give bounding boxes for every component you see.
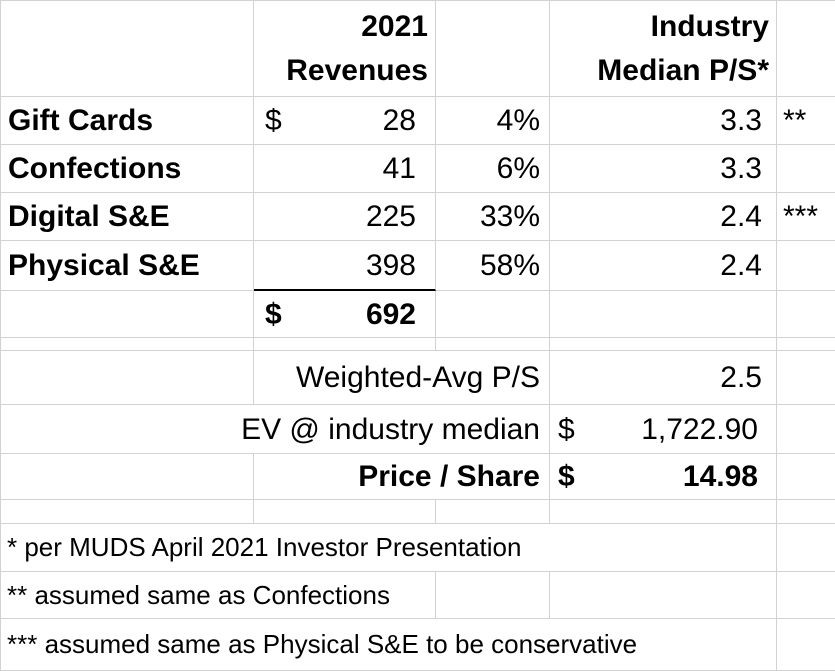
cell-confections-revenue[interactable]: 41 [254,145,436,193]
cell-fn1-note-blank[interactable] [777,524,835,572]
cell-spacer[interactable] [254,500,436,524]
cell-spacer[interactable] [1,338,254,351]
cell-fn2-c-blank[interactable] [436,572,550,619]
cell-physical-se-note[interactable] [777,241,835,291]
cell-physical-se-label[interactable]: Physical S&E [1,241,254,291]
cell-confections-mix[interactable]: 6% [436,145,550,193]
cell-spacer[interactable] [436,338,550,351]
footnote-muds-presentation[interactable]: * per MUDS April 2021 Investor Presentat… [1,524,777,572]
cell-spacer[interactable] [436,500,550,524]
revenue-value: 398 [365,248,416,282]
header-industry-median-ps-line1: Industry [650,9,769,43]
cell-spacer[interactable] [777,338,835,351]
cell-spacer[interactable] [777,500,835,524]
price-value: 14.98 [682,460,758,493]
cell-spacer[interactable] [550,500,777,524]
header-industry-median-ps[interactable]: Industry Median P/S* [550,1,777,97]
cell-fn2-d-blank[interactable] [550,572,777,619]
cell-price-share-value[interactable]: $ 14.98 [550,454,777,500]
cell-spacer[interactable] [1,500,254,524]
cell-fn2-note-blank[interactable] [777,572,835,619]
cell-fn3-note-blank[interactable] [777,619,835,671]
cell-physical-se-revenue[interactable]: 398 [254,241,436,291]
currency-symbol: $ [558,460,575,493]
cell-confections-label[interactable]: Confections [1,145,254,193]
footnote-same-as-physical-se[interactable]: *** assumed same as Physical S&E to be c… [1,619,777,671]
header-industry-median-ps-line2: Median P/S* [597,53,769,87]
cell-digital-se-label[interactable]: Digital S&E [1,193,254,241]
cell-gift-cards-note[interactable]: ** [777,97,835,145]
cell-spacer[interactable] [254,338,436,351]
cell-ev-value[interactable]: $ 1,722.90 [550,405,777,454]
cell-ev-note-blank[interactable] [777,405,835,454]
cell-weighted-blank-a[interactable] [1,351,254,405]
cell-ev-label[interactable]: EV @ industry median [1,405,550,454]
cell-header-note-blank[interactable] [777,1,835,97]
cell-gift-cards-ps[interactable]: 3.3 [550,97,777,145]
cell-digital-se-revenue[interactable]: 225 [254,193,436,241]
cell-total-revenue[interactable]: $ 692 [254,291,436,338]
currency-symbol: $ [265,297,282,331]
ev-value: 1,722.90 [641,412,758,446]
cell-total-note-blank[interactable] [777,291,835,338]
cell-spacer[interactable] [550,338,777,351]
cell-header-mix-blank[interactable] [436,1,550,97]
cell-gift-cards-revenue[interactable]: $ 28 [254,97,436,145]
cell-price-note-blank[interactable] [777,454,835,500]
cell-total-mix-blank[interactable] [436,291,550,338]
cell-total-ps-blank[interactable] [550,291,777,338]
cell-price-blank-a[interactable] [1,454,254,500]
header-2021-revenues[interactable]: 2021 Revenues [254,1,436,97]
cell-total-label-blank[interactable] [1,291,254,338]
footnote-same-as-confections[interactable]: ** assumed same as Confections [1,572,436,619]
cell-weighted-avg-ps-value[interactable]: 2.5 [550,351,777,405]
cell-physical-se-mix[interactable]: 58% [436,241,550,291]
header-2021-revenues-line1: 2021 [361,9,428,43]
cell-weighted-note-blank[interactable] [777,351,835,405]
cell-gift-cards-mix[interactable]: 4% [436,97,550,145]
total-value: 692 [365,297,416,331]
cell-gift-cards-label[interactable]: Gift Cards [1,97,254,145]
revenue-value: 28 [382,104,416,137]
revenue-value: 225 [365,200,416,233]
revenue-value: 41 [382,152,416,185]
cell-weighted-avg-ps-label[interactable]: Weighted-Avg P/S [254,351,550,405]
header-2021-revenues-line2: Revenues [286,53,428,87]
cell-digital-se-mix[interactable]: 33% [436,193,550,241]
cell-physical-se-ps[interactable]: 2.4 [550,241,777,291]
cell-header-label-blank[interactable] [1,1,254,97]
cell-confections-note[interactable] [777,145,835,193]
currency-symbol: $ [558,412,575,446]
cell-price-share-label[interactable]: Price / Share [254,454,550,500]
cell-digital-se-note[interactable]: *** [777,193,835,241]
currency-symbol: $ [265,104,282,137]
cell-confections-ps[interactable]: 3.3 [550,145,777,193]
cell-digital-se-ps[interactable]: 2.4 [550,193,777,241]
